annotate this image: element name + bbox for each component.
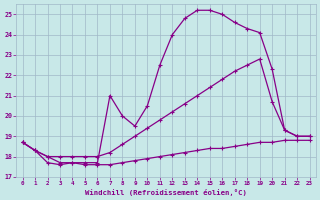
X-axis label: Windchill (Refroidissement éolien,°C): Windchill (Refroidissement éolien,°C) <box>85 189 247 196</box>
